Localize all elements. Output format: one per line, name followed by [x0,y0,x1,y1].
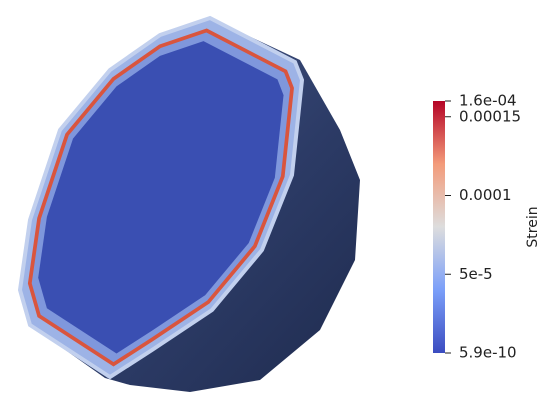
mesh [17,15,360,392]
face-core [38,41,284,354]
tick-label: 5.9e-10 [459,344,517,362]
colorbar-title: Strein [525,206,541,247]
color-bar [433,101,445,353]
tick-label: 5e-5 [459,265,493,283]
tick-label: 0.0001 [459,186,512,204]
tick-label: 0.00015 [459,107,521,125]
tick-label: 1.6e-04 [459,92,517,110]
